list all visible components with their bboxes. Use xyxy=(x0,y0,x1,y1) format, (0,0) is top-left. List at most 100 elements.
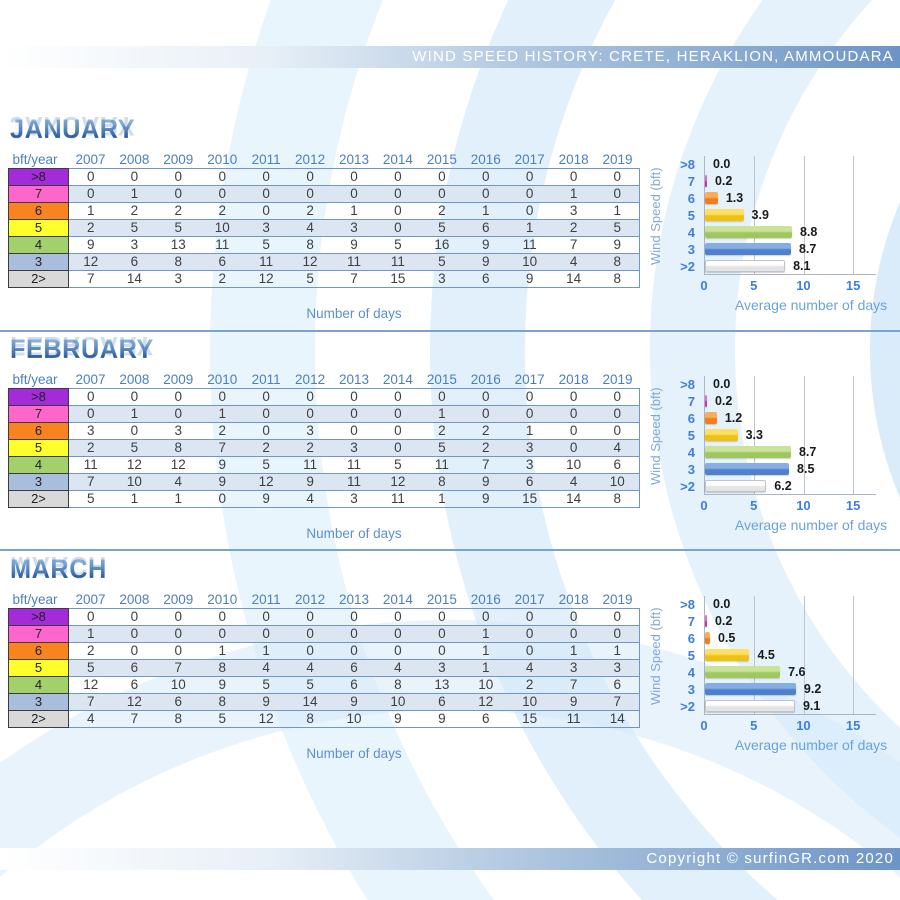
days-cell: 1 xyxy=(595,642,640,660)
bar xyxy=(705,446,791,458)
bar-value-label: 1.2 xyxy=(724,411,743,425)
days-cell: 9 xyxy=(595,236,640,254)
days-cell: 3 xyxy=(332,219,376,237)
days-cell: 0 xyxy=(288,405,333,423)
days-cell: 0 xyxy=(463,405,508,423)
average-days-bar-chart: Wind Speed (bft) >8 7 6 5 4 3 >2 0.0 0.2 0.5 4.5 7.6… xyxy=(648,596,900,766)
days-cell: 0 xyxy=(595,405,640,423)
bar xyxy=(705,395,707,407)
days-cell: 7 xyxy=(551,676,596,694)
bar xyxy=(705,192,718,204)
year-column-header: 2011 xyxy=(251,592,281,607)
x-tick-label: 15 xyxy=(845,498,861,513)
days-cell: 4 xyxy=(68,710,113,728)
month-section: MARCH MARCH bft/year 2007 2008 2009 2010 2011 20… xyxy=(8,552,900,767)
average-days-bar-chart: Wind Speed (bft) >8 7 6 5 4 3 >2 0.0 0.2 1.2 3.3 8.7… xyxy=(648,376,900,546)
days-cell: 13 xyxy=(156,236,201,254)
bar xyxy=(705,615,707,627)
days-cell: 0 xyxy=(332,642,376,660)
bar-row: 3.9 xyxy=(705,207,876,224)
days-cell: 8 xyxy=(200,659,245,677)
days-cell: 4 xyxy=(288,219,333,237)
year-column-header: 2008 xyxy=(119,152,150,167)
days-cell: 12 xyxy=(68,676,113,694)
days-cell: 12 xyxy=(112,456,157,474)
bft-row-label: 7 xyxy=(8,625,69,643)
days-cell: 0 xyxy=(595,185,640,203)
days-cell: 6 xyxy=(112,676,157,694)
bar xyxy=(705,175,707,187)
days-cell: 9 xyxy=(375,710,420,728)
days-cell: 9 xyxy=(68,236,113,254)
bar-value-label: 9.1 xyxy=(802,699,821,713)
days-cell: 6 xyxy=(332,676,376,694)
days-cell: 0 xyxy=(112,388,157,406)
days-cell: 3 xyxy=(551,202,596,220)
days-cell: 0 xyxy=(332,608,376,626)
days-cell: 0 xyxy=(595,168,640,186)
days-cell: 2 xyxy=(463,439,508,457)
days-cell: 10 xyxy=(463,676,508,694)
days-cell: 5 xyxy=(244,456,289,474)
days-cell: 9 xyxy=(419,710,464,728)
x-axis-title: Average number of days xyxy=(734,737,888,753)
days-cell: 3 xyxy=(288,422,333,440)
x-tick-label: 0 xyxy=(700,278,708,293)
page-title-bar: WIND SPEED HISTORY: CRETE, HERAKLION, AM… xyxy=(0,46,900,68)
bft-row-label: 6 xyxy=(8,422,69,440)
days-cell: 0 xyxy=(112,422,157,440)
days-cell: 9 xyxy=(244,490,289,508)
days-cell: 3 xyxy=(68,422,113,440)
days-cell: 7 xyxy=(551,236,596,254)
bft-category-label: >8 xyxy=(680,597,695,612)
days-cell: 10 xyxy=(375,693,420,711)
days-cell: 5 xyxy=(595,219,640,237)
bft-row-label: >8 xyxy=(8,388,69,406)
days-cell: 0 xyxy=(507,608,552,626)
x-tick-label: 10 xyxy=(796,718,811,733)
bar-row: 9.2 xyxy=(705,681,876,698)
days-cell: 1 xyxy=(507,422,552,440)
days-cell: 2 xyxy=(288,202,333,220)
days-cell: 6 xyxy=(595,456,640,474)
bar-value-label: 0.0 xyxy=(713,597,731,611)
days-cell: 0 xyxy=(375,439,420,457)
days-cell: 7 xyxy=(200,439,245,457)
average-days-bar-chart: Wind Speed (bft) >8 7 6 5 4 3 >2 0.0 0.2 1.3 3.9 8.8… xyxy=(648,156,900,326)
days-cell: 0 xyxy=(68,388,113,406)
days-cell: 6 xyxy=(156,693,201,711)
days-cell: 1 xyxy=(463,659,508,677)
bar-row: 8.7 xyxy=(705,444,876,461)
days-cell: 2 xyxy=(156,202,201,220)
year-column-header: 2010 xyxy=(207,152,238,167)
bar-row: 0.2 xyxy=(705,613,876,630)
bar-value-label: 0.2 xyxy=(714,394,733,408)
bar-value-label: 0.0 xyxy=(713,377,731,391)
days-cell: 0 xyxy=(332,185,376,203)
year-column-header: 2019 xyxy=(602,592,633,607)
days-cell: 1 xyxy=(419,490,464,508)
days-cell: 11 xyxy=(244,253,289,271)
days-cell: 5 xyxy=(68,490,113,508)
days-cell: 0 xyxy=(112,608,157,626)
days-cell: 8 xyxy=(156,710,201,728)
year-column-header: 2019 xyxy=(602,372,633,387)
days-cell: 0 xyxy=(244,405,289,423)
days-cell: 0 xyxy=(551,405,596,423)
bft-category-label: 6 xyxy=(687,191,695,206)
days-cell: 0 xyxy=(595,608,640,626)
days-cell: 12 xyxy=(244,710,289,728)
bft-row-label: 3 xyxy=(8,253,69,271)
year-column-header: 2018 xyxy=(558,592,589,607)
days-cell: 10 xyxy=(507,253,552,271)
gridline xyxy=(803,156,805,274)
days-cell: 2 xyxy=(244,439,289,457)
bft-row-label: 2> xyxy=(8,270,69,288)
bft-row-label: 3 xyxy=(8,693,69,711)
days-cell: 2 xyxy=(68,439,113,457)
days-cell: 8 xyxy=(156,253,201,271)
days-cell: 14 xyxy=(288,693,333,711)
days-cell: 9 xyxy=(463,473,508,491)
days-cell: 0 xyxy=(244,185,289,203)
days-cell: 10 xyxy=(551,456,596,474)
